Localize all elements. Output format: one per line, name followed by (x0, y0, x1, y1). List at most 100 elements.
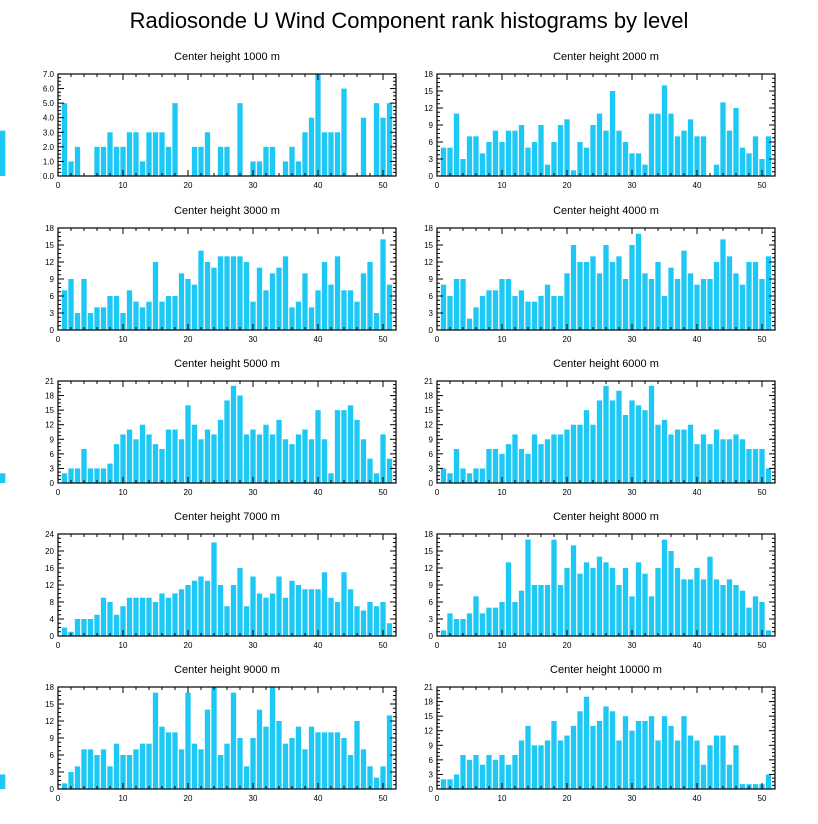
histogram-bar (668, 267, 674, 330)
x-tick-label: 40 (314, 488, 323, 497)
y-tick-label: 3.0 (43, 128, 55, 137)
histogram-bar (759, 279, 765, 330)
y-tick-label: 3 (50, 309, 55, 318)
histogram-bar (68, 772, 74, 789)
x-tick-label: 10 (119, 488, 128, 497)
histogram-bar (269, 273, 276, 330)
histogram-bar (583, 562, 590, 636)
histogram-bar (551, 721, 557, 789)
panel-9: Center height 9000 m 0 3 6 9 12 15 18 0 10 20 30 40 5… (45, 664, 397, 803)
x-tick-label: 10 (119, 794, 128, 803)
histogram-bar (360, 117, 367, 176)
histogram-bar (172, 429, 178, 483)
histogram-bar (81, 749, 87, 789)
panel-1: Center height 1000 m 0.0 1.0 2.0 3.0 4.0 5.0 6.… (43, 51, 397, 190)
histogram-bar (557, 296, 564, 330)
histogram-bar (499, 279, 505, 330)
y-tick-label: 18 (424, 698, 433, 707)
histogram-bar (603, 706, 609, 789)
x-tick-label: 10 (498, 641, 507, 650)
histogram-bar (165, 732, 172, 789)
histogram-bar (499, 453, 505, 483)
panel-title: Center height 9000 m (174, 664, 280, 676)
histogram-bar (282, 743, 289, 789)
histogram-bar (687, 424, 694, 483)
histogram-bar (315, 732, 321, 789)
histogram-bar (185, 279, 191, 330)
histogram-bar (380, 602, 386, 636)
histogram-bar (133, 749, 139, 789)
x-tick-label: 0 (56, 641, 61, 650)
histogram-bar (557, 585, 564, 636)
x-tick-label: 30 (628, 794, 637, 803)
histogram-bar (707, 444, 713, 483)
histogram-bar (460, 755, 466, 789)
histogram-bar (237, 738, 243, 789)
histogram-bar (596, 273, 603, 330)
histogram-bar (289, 444, 295, 483)
x-tick-label: 20 (563, 335, 572, 344)
histogram-bar (570, 545, 577, 636)
x-tick-label: 40 (314, 181, 323, 190)
histogram-bar (328, 732, 334, 789)
histogram-bar (486, 142, 492, 176)
histogram-bar (739, 590, 746, 636)
panel-title: Center height 4000 m (553, 205, 659, 217)
y-tick-label: 6 (50, 751, 55, 760)
figure-title: Radiosonde U Wind Component rank histogr… (129, 8, 689, 33)
histogram-bar (720, 585, 726, 636)
histogram-bar (655, 740, 661, 789)
histogram-bar (518, 449, 525, 483)
histogram-bar (198, 439, 204, 483)
y-tick-label: 0 (50, 479, 55, 488)
histogram-bar (295, 585, 302, 636)
x-tick-label: 40 (693, 181, 702, 190)
histogram-bar (531, 745, 538, 789)
histogram-bar (596, 556, 603, 636)
x-tick-label: 50 (379, 335, 388, 344)
y-tick-label: 3 (429, 615, 434, 624)
histogram-bar (191, 146, 198, 176)
x-tick-label: 50 (758, 794, 767, 803)
histogram-bar (263, 290, 269, 330)
y-tick-label: 3 (50, 768, 55, 777)
histogram-bar (159, 726, 165, 789)
histogram-bar (642, 164, 648, 176)
y-tick-label: 6 (50, 450, 55, 459)
histogram-bar (726, 130, 733, 176)
histogram-bar (473, 468, 479, 483)
histogram-bar (635, 405, 642, 483)
histogram-bar (557, 125, 564, 176)
histogram-bar (746, 607, 752, 636)
histogram-bar (687, 579, 694, 636)
histogram-bar (360, 749, 367, 789)
histogram-bar (622, 279, 629, 330)
histogram-bar (759, 449, 765, 483)
x-tick-label: 10 (498, 794, 507, 803)
histogram-bar (237, 395, 243, 483)
histogram-bar (139, 743, 146, 789)
histogram-bar (133, 301, 139, 330)
histogram-bar (687, 273, 694, 330)
histogram-bar (479, 613, 486, 636)
histogram-bar (321, 439, 328, 483)
histogram-bar (289, 307, 295, 330)
histogram-bar (321, 132, 328, 176)
histogram-bar (726, 579, 733, 636)
histogram-bar (224, 256, 230, 330)
histogram-bar (765, 468, 772, 483)
x-tick-label: 20 (563, 641, 572, 650)
x-tick-label: 30 (249, 641, 258, 650)
histogram-bar (759, 159, 765, 176)
x-tick-label: 0 (435, 181, 440, 190)
histogram-bar (354, 721, 360, 789)
histogram-bar (733, 434, 739, 483)
y-tick-label: 4.0 (43, 114, 55, 123)
histogram-bar (367, 602, 373, 636)
histogram-bar (172, 593, 178, 636)
histogram-bar (191, 424, 198, 483)
histogram-bar (276, 576, 282, 636)
histogram-bar (120, 434, 126, 483)
histogram-bar (512, 130, 518, 176)
